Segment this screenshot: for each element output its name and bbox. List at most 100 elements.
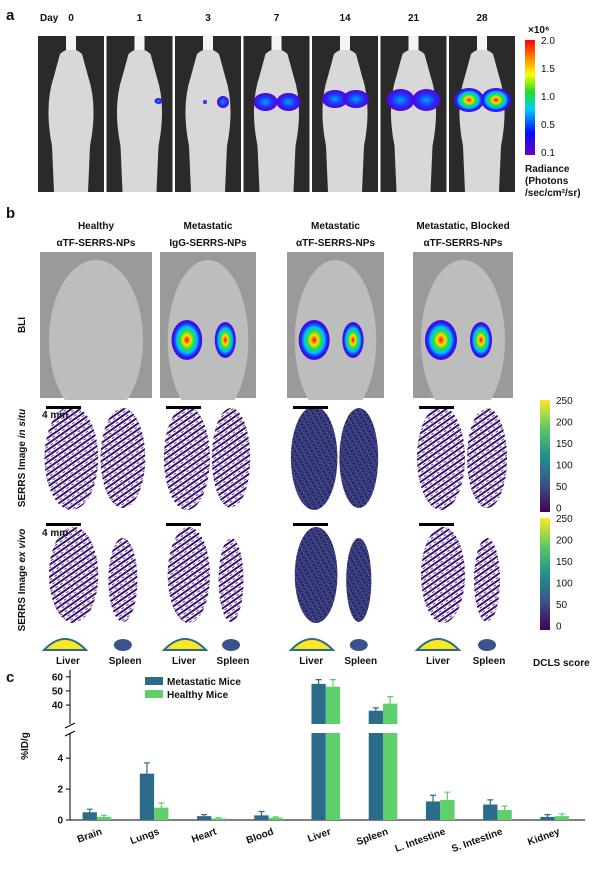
- legend-swatch: [145, 677, 163, 685]
- axis-break-gap: [367, 724, 385, 733]
- nose-cone: [134, 36, 145, 50]
- serrs-signal: [417, 406, 465, 510]
- colorbar-tick: 2.0: [541, 36, 555, 47]
- colorbar-tick: 1.5: [541, 64, 555, 75]
- row-label-italic: ex vivo: [17, 529, 28, 563]
- day-tick: 3: [205, 13, 211, 24]
- error-bar: [558, 813, 565, 819]
- error-bar: [329, 679, 336, 694]
- axis-break-gap: [324, 724, 342, 733]
- serrs-signal: [100, 408, 146, 508]
- y-tick-label: 50: [52, 686, 64, 697]
- x-tick-label: Spleen: [355, 826, 390, 848]
- serrs-signal: [163, 406, 210, 510]
- x-tick-label: Liver: [306, 826, 332, 845]
- liver-thumb: [414, 638, 462, 651]
- bli-signal: [481, 88, 511, 112]
- bli-body: [48, 260, 144, 420]
- bli-signal: [276, 93, 301, 111]
- error-bar: [544, 813, 551, 820]
- error-bar: [201, 813, 208, 818]
- bli-signal: [203, 100, 207, 104]
- colorbar-tick: 0.5: [541, 120, 555, 131]
- day-label: Day: [40, 13, 59, 24]
- error-bar: [101, 814, 108, 819]
- scale-bar-label: 4 mm: [42, 528, 68, 539]
- error-bar: [86, 808, 93, 816]
- bar: [82, 812, 97, 820]
- error-bar: [315, 679, 322, 689]
- error-bar: [215, 817, 222, 820]
- column-subtitle: αTF-SERRS-NPs: [57, 238, 136, 249]
- panel-label: a: [6, 7, 15, 24]
- legend-label: Healthy Mice: [167, 690, 229, 701]
- nose-cone: [66, 36, 76, 50]
- mouse-body: [390, 49, 437, 192]
- unit-label: (Photons: [525, 176, 569, 187]
- organ-label: Liver: [56, 656, 80, 667]
- row-label-text: SERRS Image: [17, 563, 28, 632]
- error-bar: [501, 805, 508, 814]
- row-label-text: SERRS Image: [17, 438, 28, 507]
- bli-signal: [425, 320, 457, 360]
- error-bar: [487, 799, 494, 810]
- error-bar: [387, 695, 394, 711]
- scale-bar: [46, 523, 81, 526]
- bli-signal: [298, 320, 330, 360]
- column-subtitle: αTF-SERRS-NPs: [296, 238, 375, 249]
- bar: [483, 804, 498, 820]
- error-bar: [272, 816, 279, 819]
- bli-signal: [214, 322, 236, 358]
- y-tick-label: 60: [52, 672, 64, 683]
- error-bar: [444, 791, 451, 808]
- colorbar-tick: 50: [556, 600, 568, 611]
- row-label: SERRS Image ex vivo: [17, 529, 28, 632]
- day-tick: 21: [408, 13, 420, 24]
- nose-cone: [477, 36, 487, 50]
- colorbar-multiplier: ×10⁶: [528, 25, 550, 36]
- nose-cone: [408, 36, 419, 50]
- bar: [425, 801, 441, 820]
- colorbar-tick: 0.1: [541, 148, 555, 159]
- bar: [383, 703, 398, 820]
- bli-body: [294, 260, 377, 420]
- serrs-spleen: [346, 538, 372, 622]
- mouse-body: [459, 49, 505, 192]
- scale-bar: [419, 406, 454, 409]
- serrs-signal: [211, 408, 251, 508]
- scale-bar: [166, 406, 201, 409]
- serrs-liver: [167, 527, 210, 623]
- colorbar-tick: 1.0: [541, 92, 555, 103]
- bar: [325, 686, 341, 820]
- scale-bar: [166, 523, 201, 526]
- panel-a: 0 1 3 7 14 21 28 2.0 1.5 1.0 0.5 0.1: [38, 13, 555, 192]
- column-title: Metastatic: [311, 221, 360, 232]
- bar: [497, 809, 512, 820]
- bar: [440, 799, 455, 820]
- day-tick: 7: [274, 13, 280, 24]
- scale-bar: [46, 406, 81, 409]
- mouse-body: [253, 49, 300, 192]
- nose-cone: [203, 36, 213, 50]
- organ-label: Liver: [299, 656, 323, 667]
- bar: [96, 816, 112, 820]
- column-title: Metastatic, Blocked: [416, 221, 509, 232]
- axis-break: [64, 722, 76, 737]
- dcls-colorbar: [540, 518, 550, 630]
- scale-bar: [419, 523, 454, 526]
- y-axis-label: %ID/g: [20, 732, 31, 760]
- axis-break-gap: [310, 724, 327, 733]
- panel-label: b: [6, 205, 15, 222]
- bli-signal: [342, 322, 364, 358]
- serrs-signal: [339, 408, 379, 508]
- x-tick-label: Blood: [245, 826, 275, 846]
- bli-signal: [322, 90, 348, 108]
- colorbar-label: DCLS score: [533, 658, 590, 669]
- panel-label: c: [6, 669, 14, 686]
- unit-label: Radiance: [525, 164, 570, 175]
- colorbar-tick: 0: [556, 504, 562, 515]
- bli-signal: [253, 93, 278, 111]
- column-subtitle: αTF-SERRS-NPs: [424, 238, 503, 249]
- row-label: BLI: [17, 317, 28, 333]
